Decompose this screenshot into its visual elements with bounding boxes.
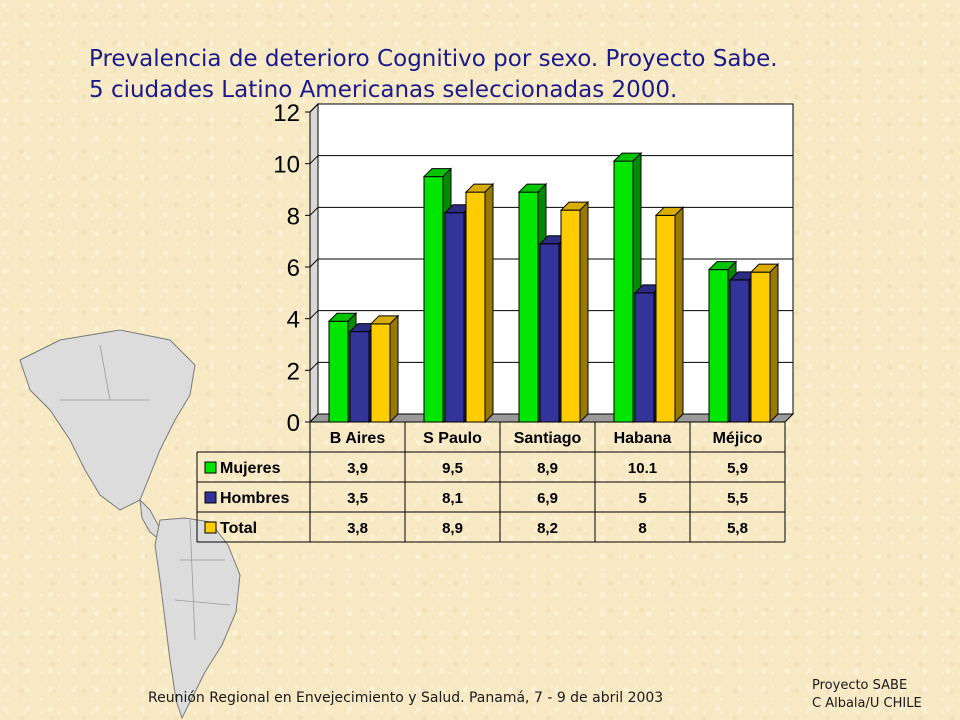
legend-label-total: Total	[220, 520, 257, 537]
data-value-label: 8,2	[537, 520, 558, 537]
data-value-label: 8	[638, 520, 646, 537]
legend-swatch-hombres	[204, 491, 217, 504]
bar-mujeres-2	[423, 176, 444, 423]
data-value-label: 5,9	[727, 460, 748, 477]
y-tick-label: 6	[287, 255, 300, 282]
gridline-side	[309, 310, 319, 320]
credit-line-2: C Albala/U CHILE	[812, 696, 922, 711]
y-tick-label: 8	[287, 203, 300, 230]
bar-side-total-4	[674, 206, 684, 424]
bar-total-1	[370, 323, 391, 423]
gridline-side	[309, 103, 319, 113]
bar-mujeres-1	[328, 320, 349, 423]
bar-mujeres-3	[518, 191, 539, 423]
data-value-label: 9,5	[442, 460, 463, 477]
data-value-label: 8,1	[442, 490, 463, 507]
footer-credit: Proyecto SABE C Albala/U CHILE	[812, 677, 922, 713]
bar-hombres-2	[444, 212, 465, 423]
x-category-label: Habana	[614, 430, 672, 447]
bar-hombres-3	[539, 243, 560, 423]
credit-line-1: Proyecto SABE	[812, 678, 908, 693]
gridline-side	[309, 361, 319, 371]
bar-side-total-5	[769, 262, 779, 424]
bar-total-4	[655, 214, 676, 423]
gridline-side	[309, 258, 319, 268]
x-category-label: S Paulo	[423, 430, 482, 447]
bar-mujeres-5	[708, 269, 729, 423]
data-value-label: 5	[638, 490, 646, 507]
data-value-label: 3,8	[347, 520, 368, 537]
bar-total-5	[750, 271, 771, 423]
data-value-label: 10.1	[628, 460, 657, 477]
gridline-side	[309, 206, 319, 216]
bar-hombres-1	[349, 331, 370, 423]
title-line-2: 5 ciudades Latino Americanas seleccionad…	[89, 77, 678, 103]
y-tick-label: 4	[287, 307, 300, 334]
bar-side-total-2	[484, 182, 494, 424]
slide-title: Prevalencia de deterioro Cognitivo por s…	[89, 44, 939, 106]
bar-hombres-5	[729, 279, 750, 423]
x-category-label: B Aires	[330, 430, 386, 447]
data-value-label: 5,8	[727, 520, 748, 537]
y-tick-label: 10	[273, 152, 300, 179]
data-value-label: 3,5	[347, 490, 368, 507]
bar-side-total-3	[579, 200, 589, 424]
gridline-side	[309, 155, 319, 165]
legend-label-mujeres: Mujeres	[220, 460, 281, 477]
bar-total-2	[465, 191, 486, 423]
bar-mujeres-4	[613, 160, 634, 423]
bar-hombres-4	[634, 292, 655, 423]
x-category-label: Santiago	[514, 430, 582, 447]
data-value-label: 6,9	[537, 490, 558, 507]
legend-swatch-total	[204, 521, 217, 534]
bar-total-3	[560, 209, 581, 423]
x-category-label: Méjico	[713, 430, 763, 447]
data-value-label: 8,9	[442, 520, 463, 537]
footer-meeting-text: Reunión Regional en Envejecimiento y Sal…	[148, 690, 664, 706]
y-tick-label: 12	[273, 100, 300, 127]
bar-side-total-1	[389, 314, 399, 424]
data-value-label: 5,5	[727, 490, 748, 507]
legend-label-hombres: Hombres	[220, 490, 289, 507]
data-value-label: 3,9	[347, 460, 368, 477]
y-tick-label: 2	[287, 358, 300, 385]
legend-swatch-mujeres	[204, 461, 217, 474]
data-value-label: 8,9	[537, 460, 558, 477]
title-line-1: Prevalencia de deterioro Cognitivo por s…	[89, 46, 778, 72]
y-tick-label: 0	[287, 410, 300, 437]
